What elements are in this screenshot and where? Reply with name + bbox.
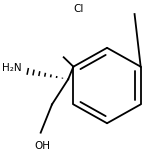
Text: Cl: Cl bbox=[74, 4, 84, 14]
Text: OH: OH bbox=[34, 140, 50, 150]
Text: H₂N: H₂N bbox=[2, 63, 21, 73]
